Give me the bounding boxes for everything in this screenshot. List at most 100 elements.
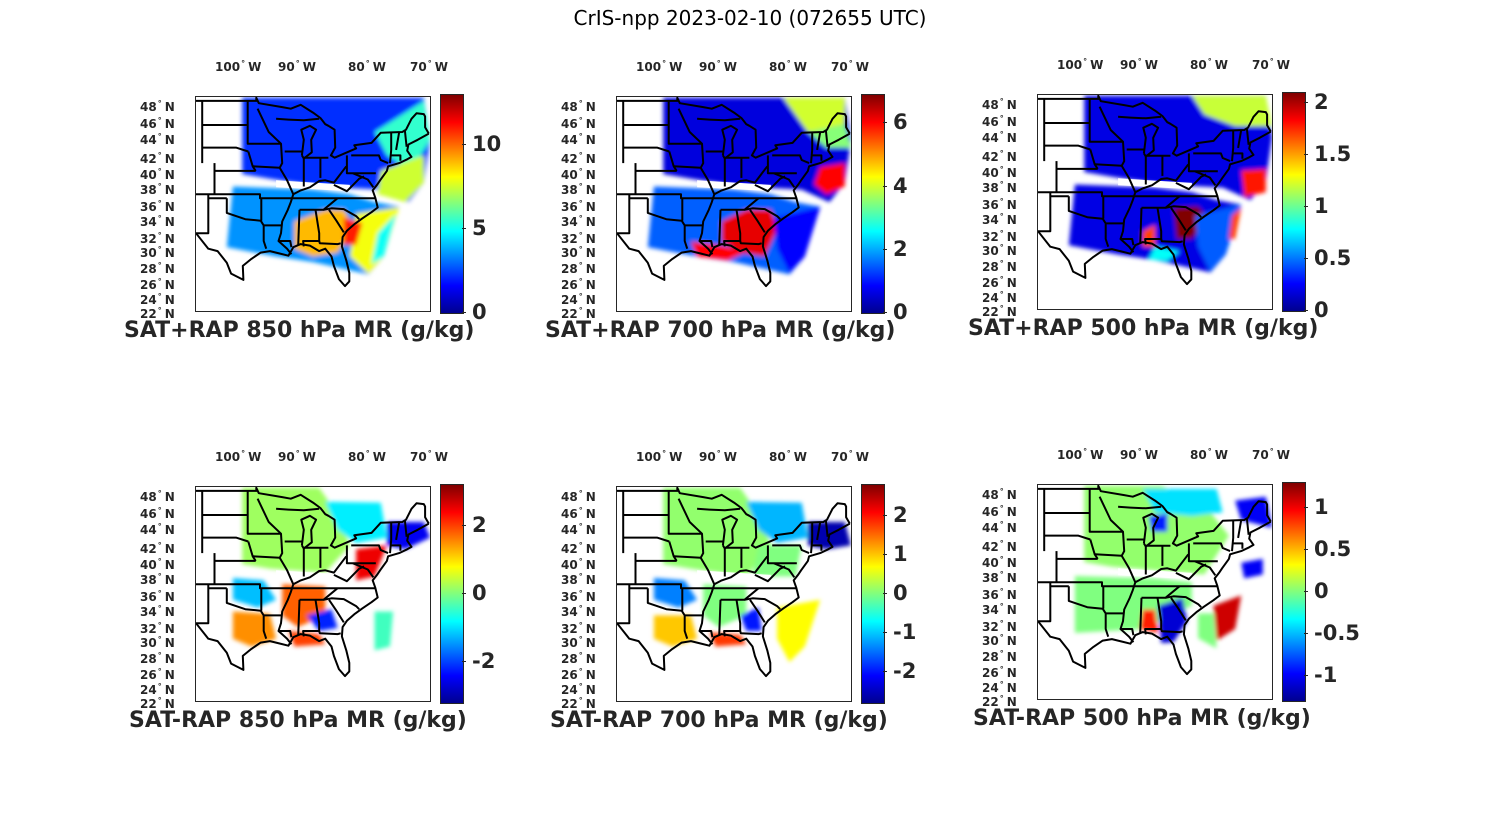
state-boundary <box>278 240 293 248</box>
map-plot-area <box>195 486 431 702</box>
map-plot-area <box>195 96 431 312</box>
state-boundary <box>810 522 814 554</box>
state-boundary <box>196 584 210 625</box>
state-boundary <box>1038 191 1218 198</box>
state-boundary <box>1187 543 1218 563</box>
y-tick-label: 24° N <box>561 682 596 697</box>
state-boundary <box>1038 520 1272 676</box>
x-tick-label: 90° W <box>699 449 737 464</box>
state-boundary <box>1237 519 1243 539</box>
state-boundary <box>617 194 631 235</box>
state-boundary <box>617 97 851 159</box>
y-tick-label: 44° N <box>982 130 1017 145</box>
state-boundary <box>699 240 714 248</box>
state-boundary <box>699 630 714 638</box>
map-panel-3: 100° W 90° W 80° W 70° W 48° N 46° N 44° N 42° N 40° N 38°… <box>962 57 1402 358</box>
data-swath-region <box>1139 609 1159 633</box>
y-tick-label: 28° N <box>982 259 1017 274</box>
data-swath-region <box>374 100 430 171</box>
y-tick-label: 34° N <box>561 214 596 229</box>
state-boundary <box>1187 153 1218 173</box>
x-tick-label: 80° W <box>769 59 807 74</box>
x-tick-label: 70° W <box>410 59 448 74</box>
state-boundary <box>247 541 257 562</box>
state-boundary <box>247 151 257 172</box>
state-boundary <box>1193 542 1231 553</box>
state-boundary <box>1170 207 1187 231</box>
y-tick-label: 44° N <box>561 132 596 147</box>
state-boundary <box>323 207 360 220</box>
state-boundary <box>318 240 341 246</box>
state-boundary <box>252 555 280 559</box>
state-boundary <box>1232 542 1244 549</box>
state-boundary <box>1134 163 1190 194</box>
y-tick-label: 48° N <box>561 99 596 114</box>
y-tick-label: 28° N <box>561 261 596 276</box>
colorbar-tick-label: -1 <box>893 619 917 644</box>
state-boundary <box>810 132 814 164</box>
data-swath-region <box>1198 613 1217 649</box>
state-boundary <box>403 519 408 537</box>
data-swath-region <box>1195 204 1242 272</box>
colorbar-tick-label: -1 <box>1314 662 1338 687</box>
y-tick-label: 30° N <box>140 635 175 650</box>
y-tick-label: 48° N <box>140 489 175 504</box>
colorbar-tick-mark <box>1304 310 1308 311</box>
state-boundary <box>390 544 402 551</box>
state-boundary <box>646 588 689 640</box>
state-boundary <box>749 599 766 623</box>
state-boundary <box>1038 192 1052 233</box>
map-svg <box>196 487 430 678</box>
state-boundary <box>196 97 430 159</box>
state-boundary <box>816 131 822 151</box>
colorbar-tick-mark <box>462 228 466 230</box>
map-svg <box>617 97 851 288</box>
state-boundary <box>1139 207 1143 244</box>
state-boundary <box>673 165 701 169</box>
state-boundary <box>1237 129 1243 149</box>
y-tick-label: 24° N <box>982 680 1017 695</box>
colorbar-tick-label: 2 <box>893 503 908 528</box>
state-boundary <box>1194 170 1217 186</box>
state-boundary <box>1094 553 1122 557</box>
y-tick-label: 44° N <box>140 522 175 537</box>
colorbar-tick-label: 10 <box>472 132 502 157</box>
state-boundary <box>772 544 810 555</box>
state-boundary <box>196 193 376 200</box>
x-tick-label: 90° W <box>1120 57 1158 72</box>
y-tick-label: 46° N <box>140 116 175 131</box>
state-boundary <box>617 583 797 590</box>
state-boundary <box>1142 512 1160 548</box>
panel-title: SAT-RAP 700 hPa MR (g/kg) <box>550 708 888 733</box>
state-boundary <box>196 487 430 549</box>
state-boundary <box>739 630 762 636</box>
y-tick-label: 34° N <box>982 212 1017 227</box>
state-boundary <box>1089 149 1099 170</box>
colorbar-tick-mark <box>462 312 466 313</box>
y-tick-label: 28° N <box>140 651 175 666</box>
x-tick-label: 90° W <box>1120 447 1158 462</box>
colorbar <box>440 484 464 704</box>
state-boundary <box>1088 98 1123 143</box>
state-boundary <box>1089 539 1099 560</box>
y-tick-label: 42° N <box>561 151 596 166</box>
x-tick-label: 80° W <box>348 59 386 74</box>
colorbar-tick-mark <box>883 593 887 594</box>
panel-title: SAT-RAP 500 hPa MR (g/kg) <box>973 706 1311 731</box>
state-boundary <box>1144 207 1163 245</box>
state-boundary <box>667 490 702 535</box>
state-boundary <box>1038 581 1218 588</box>
data-swath-region <box>1158 597 1187 643</box>
data-swath-region <box>807 124 851 148</box>
state-boundary <box>617 487 851 549</box>
x-tick-label: 100° W <box>1057 57 1104 72</box>
state-boundary <box>697 507 741 512</box>
state-boundary <box>328 209 345 233</box>
colorbar-tick-label: 0 <box>472 581 487 605</box>
state-boundary <box>749 209 766 233</box>
colorbar-tick-mark <box>883 631 887 633</box>
data-swath-region <box>1241 558 1263 579</box>
data-swath-region <box>242 487 350 573</box>
state-boundary <box>744 207 781 220</box>
map-panel-1: 100° W 90° W 80° W 70° W 48° N 46° N 44° N 42° N 40° N 38°… <box>120 59 560 360</box>
